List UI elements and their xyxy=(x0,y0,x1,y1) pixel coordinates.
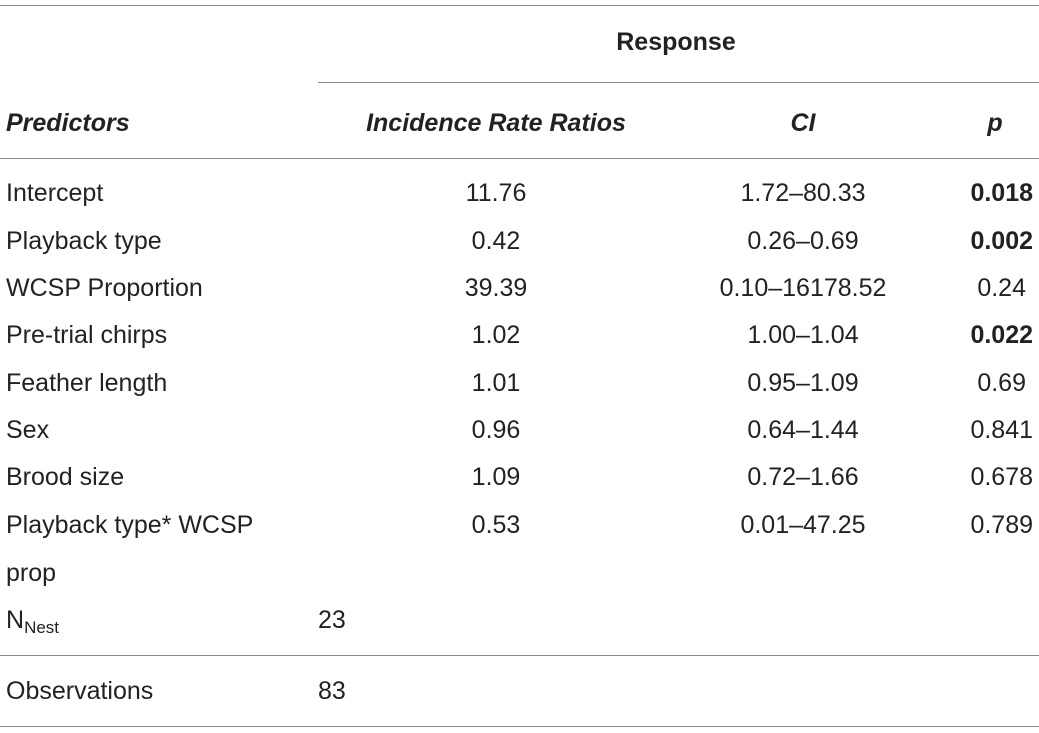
predictor-cell: Intercept xyxy=(6,179,104,207)
p-header: p xyxy=(987,109,1003,137)
p-cell: 0.018 xyxy=(970,179,1033,207)
n-nest-label-sub: Nest xyxy=(24,618,60,637)
ci-cell: 0.26–0.69 xyxy=(747,227,859,255)
ci-cell: 0.64–1.44 xyxy=(747,416,859,444)
irr-cell: 1.09 xyxy=(471,463,521,491)
ci-cell: 1.00–1.04 xyxy=(747,321,859,349)
p-cell: 0.002 xyxy=(970,227,1033,255)
predictor-cell: Playback type* WCSP xyxy=(6,511,254,539)
observations-label: Observations xyxy=(6,677,154,705)
ci-cell: 0.10–16178.52 xyxy=(719,274,887,302)
ci-cell: 1.72–80.33 xyxy=(740,179,866,207)
ci-header: CI xyxy=(790,109,816,137)
header-bottom-rule xyxy=(0,158,1039,159)
irr-cell: 0.96 xyxy=(471,416,521,444)
irr-cell: 1.01 xyxy=(471,369,521,397)
ci-cell: 0.72–1.66 xyxy=(747,463,859,491)
irr-cell: 11.76 xyxy=(465,179,527,207)
predictor-cell: Pre-trial chirps xyxy=(6,321,168,349)
n-nest-label-main: N xyxy=(6,606,25,634)
p-cell: 0.789 xyxy=(970,511,1033,539)
response-group-rule xyxy=(318,82,1039,83)
observations-value: 83 xyxy=(318,677,346,705)
irr-cell: 0.42 xyxy=(471,227,521,255)
predictor-cell: WCSP Proportion xyxy=(6,274,203,302)
p-cell: 0.841 xyxy=(970,416,1033,444)
predictor-cell-continued: prop xyxy=(6,559,57,587)
p-cell: 0.69 xyxy=(977,369,1026,397)
ci-cell: 0.01–47.25 xyxy=(740,511,866,539)
predictors-header: Predictors xyxy=(6,109,130,137)
n-nest-value: 23 xyxy=(318,606,346,634)
irr-cell: 0.53 xyxy=(471,511,521,539)
response-group-header: Response xyxy=(616,28,736,56)
ci-cell: 0.95–1.09 xyxy=(747,369,859,397)
irr-cell: 39.39 xyxy=(464,274,528,302)
n-nest-label: NNest xyxy=(6,606,60,637)
irr-cell: 1.02 xyxy=(471,321,521,349)
predictor-cell: Brood size xyxy=(6,463,125,491)
p-cell: 0.678 xyxy=(970,463,1033,491)
irr-header: Incidence Rate Ratios xyxy=(366,109,626,137)
predictor-cell: Playback type xyxy=(6,227,162,255)
p-cell: 0.24 xyxy=(977,274,1026,302)
predictor-cell: Sex xyxy=(6,416,50,444)
table-bottom-rule xyxy=(0,726,1039,727)
table-top-rule xyxy=(0,5,1039,6)
p-cell: 0.022 xyxy=(970,321,1033,349)
summary-divider-rule xyxy=(0,655,1039,656)
predictor-cell: Feather length xyxy=(6,369,168,397)
